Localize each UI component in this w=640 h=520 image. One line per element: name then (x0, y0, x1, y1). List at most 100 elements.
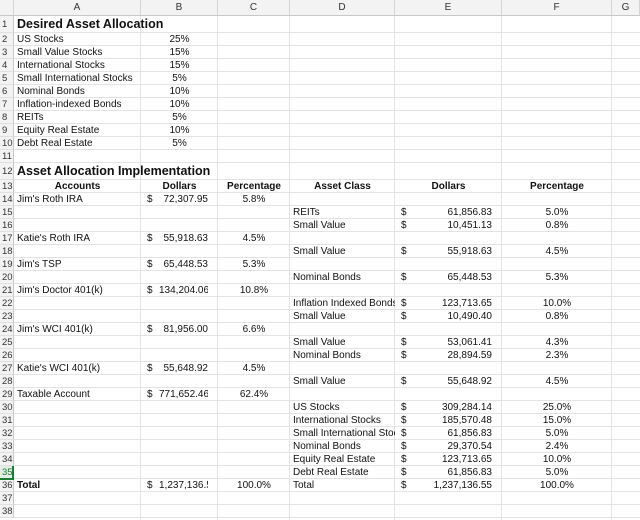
row-header[interactable]: 27 (0, 362, 14, 375)
grid-line (14, 504, 640, 505)
column-title: Dollars (431, 181, 466, 192)
cell-amount: 81,956.00 (163, 324, 209, 335)
currency-symbol: $ (147, 389, 153, 400)
column-title: Percentage (530, 181, 584, 192)
currency-symbol: $ (147, 285, 153, 296)
cell: Taxable Account (17, 389, 90, 400)
cell: Debt Real Estate (17, 138, 93, 149)
cell-amount: 28,894.59 (447, 350, 493, 361)
cell: Katie's Roth IRA (17, 233, 91, 244)
cell-amount: 53,061.41 (447, 337, 493, 348)
grid-line (14, 439, 640, 440)
row-header[interactable]: 18 (0, 245, 14, 258)
cell-amount: 1,237,136.55 (433, 480, 492, 491)
row-header[interactable]: 19 (0, 258, 14, 271)
currency-symbol: $ (147, 480, 153, 491)
cell-amount: 65,448.53 (163, 259, 209, 270)
column-header[interactable]: D (290, 0, 395, 16)
cell: US Stocks (293, 402, 340, 413)
currency-symbol: $ (147, 363, 153, 374)
grid-line (14, 270, 640, 271)
grid-line (14, 465, 640, 466)
row-header[interactable]: 34 (0, 453, 14, 466)
cell: 4.5% (545, 246, 569, 257)
column-header[interactable]: F (502, 0, 612, 16)
currency-symbol: $ (401, 207, 407, 218)
column-header[interactable]: E (395, 0, 502, 16)
cell: 0.8% (545, 311, 569, 322)
cell-amount: 10,451.13 (447, 220, 493, 231)
row-header[interactable]: 6 (0, 85, 14, 98)
cell: 4.5% (545, 376, 569, 387)
cell: Nominal Bonds (17, 86, 85, 97)
cell: Jim's WCI 401(k) (17, 324, 93, 335)
row-header[interactable]: 2 (0, 33, 14, 46)
selection-line (0, 478, 14, 480)
cell: Small Value Stocks (17, 47, 103, 58)
column-header[interactable]: B (141, 0, 218, 16)
grid-line (14, 361, 640, 362)
row-header[interactable]: 15 (0, 206, 14, 219)
row-header[interactable]: 4 (0, 59, 14, 72)
row-header[interactable]: 17 (0, 232, 14, 245)
row-header[interactable]: 36 (0, 479, 14, 492)
row-header[interactable]: 24 (0, 323, 14, 336)
row-header[interactable]: 38 (0, 505, 14, 518)
row-header[interactable]: 12 (0, 163, 14, 180)
cell-amount: 65,448.53 (447, 272, 493, 283)
row-header[interactable]: 8 (0, 111, 14, 124)
row-header[interactable]: 37 (0, 492, 14, 505)
row-header[interactable]: 7 (0, 98, 14, 111)
cell: 10.0% (542, 298, 572, 309)
row-header[interactable]: 10 (0, 137, 14, 150)
row-header[interactable]: 11 (0, 150, 14, 163)
cell: Small Value (293, 337, 346, 348)
currency-symbol: $ (401, 402, 407, 413)
row-header[interactable]: 20 (0, 271, 14, 284)
row-header[interactable]: 28 (0, 375, 14, 388)
column-header[interactable]: A (14, 0, 141, 16)
cell: Equity Real Estate (17, 125, 100, 136)
row-header[interactable]: 30 (0, 401, 14, 414)
cell-amount: 61,856.83 (447, 467, 493, 478)
cell: 5% (172, 112, 187, 123)
row-header[interactable]: 29 (0, 388, 14, 401)
cell: 6.6% (242, 324, 266, 335)
cell: Nominal Bonds (293, 272, 361, 283)
cell: 4.3% (545, 337, 569, 348)
row-header[interactable]: 25 (0, 336, 14, 349)
column-title: Dollars (162, 181, 197, 192)
row-header[interactable]: 9 (0, 124, 14, 137)
row-header[interactable]: 33 (0, 440, 14, 453)
cell: Small Value (293, 246, 346, 257)
cell: 15.0% (542, 415, 572, 426)
column-header[interactable]: G (612, 0, 640, 16)
row-header[interactable]: 31 (0, 414, 14, 427)
row-header[interactable]: 1 (0, 16, 14, 33)
row-header[interactable]: 21 (0, 284, 14, 297)
cell: 4.5% (242, 363, 266, 374)
row-header[interactable]: 22 (0, 297, 14, 310)
cell: 5.0% (545, 428, 569, 439)
row-header[interactable]: 16 (0, 219, 14, 232)
cell-amount: 55,648.92 (447, 376, 493, 387)
grid-line (14, 400, 640, 401)
cell: Jim's TSP (17, 259, 62, 270)
section-title: Asset Allocation Implementation (17, 164, 211, 178)
currency-symbol: $ (401, 467, 407, 478)
row-header[interactable]: 32 (0, 427, 14, 440)
cell: Nominal Bonds (293, 441, 361, 452)
row-header[interactable]: 23 (0, 310, 14, 323)
grid-line (14, 123, 640, 124)
column-header[interactable]: C (218, 0, 290, 16)
row-header[interactable]: 14 (0, 193, 14, 206)
grid-line (14, 84, 640, 85)
cell-amount: 55,918.63 (447, 246, 493, 257)
grid-line (14, 426, 640, 427)
grid-line (14, 413, 640, 414)
row-header[interactable]: 13 (0, 180, 14, 193)
row-header[interactable]: 3 (0, 46, 14, 59)
grid-line (14, 162, 640, 163)
row-header[interactable]: 5 (0, 72, 14, 85)
row-header[interactable]: 26 (0, 349, 14, 362)
